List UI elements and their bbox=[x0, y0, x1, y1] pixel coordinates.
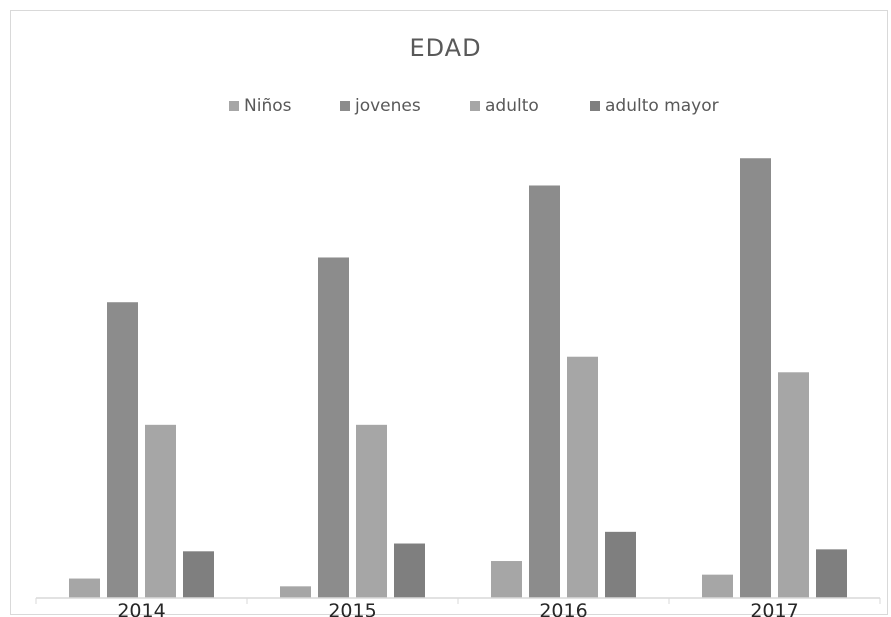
x-tick-label-2014: 2014 bbox=[117, 600, 165, 617]
legend-swatch bbox=[340, 101, 350, 111]
legend-label: adulto bbox=[485, 96, 539, 116]
legend-swatch bbox=[590, 101, 600, 111]
legend-label: jovenes bbox=[355, 96, 421, 116]
legend-label: Niños bbox=[244, 96, 292, 116]
bar-adulto-2017 bbox=[778, 372, 809, 598]
legend-label: adulto mayor bbox=[605, 96, 719, 116]
bar-adulto-mayor-2016 bbox=[605, 531, 636, 598]
legend-swatch bbox=[470, 101, 480, 111]
bar-jovenes-2017 bbox=[740, 158, 771, 598]
bar-adulto-mayor-2014 bbox=[183, 551, 214, 598]
bar-jovenes-2014 bbox=[107, 302, 138, 598]
bar-adulto-2016 bbox=[567, 356, 598, 598]
legend-item-niños: Niños bbox=[229, 96, 291, 116]
bar-niños-2017 bbox=[702, 574, 733, 598]
legend-item-adulto-mayor: adulto mayor bbox=[590, 96, 719, 116]
x-tick-label-2015: 2015 bbox=[328, 600, 376, 617]
bar-adulto-2014 bbox=[145, 424, 176, 598]
x-tick-label-2017: 2017 bbox=[750, 600, 798, 617]
legend-item-adulto: adulto bbox=[470, 96, 539, 116]
bar-jovenes-2015 bbox=[318, 257, 349, 598]
bar-adulto-mayor-2017 bbox=[816, 549, 847, 598]
bar-jovenes-2016 bbox=[529, 185, 560, 598]
bar-niños-2014 bbox=[69, 578, 100, 598]
bar-niños-2015 bbox=[280, 586, 311, 598]
chart-title: EDAD bbox=[409, 34, 482, 62]
bar-adulto-2015 bbox=[356, 424, 387, 598]
bar-adulto-mayor-2015 bbox=[394, 543, 425, 598]
x-tick-label-2016: 2016 bbox=[539, 600, 587, 617]
legend-swatch bbox=[229, 101, 239, 111]
legend-item-jovenes: jovenes bbox=[340, 96, 421, 116]
legend: Niños jovenes adulto adulto mayor bbox=[0, 96, 891, 120]
bar-niños-2016 bbox=[491, 561, 522, 598]
